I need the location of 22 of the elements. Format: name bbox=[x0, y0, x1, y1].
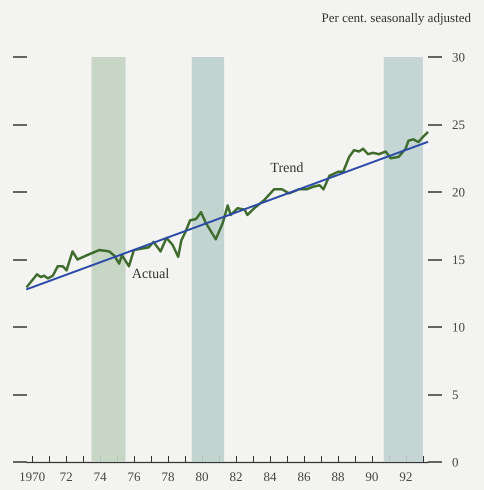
y-tick-label: 5 bbox=[452, 387, 458, 402]
y-tick-label: 30 bbox=[452, 50, 465, 64]
y-tick-label: 20 bbox=[452, 184, 465, 200]
x-tick-label: 86 bbox=[297, 469, 311, 484]
y-tick-label: 10 bbox=[452, 320, 465, 334]
x-tick-label: 74 bbox=[94, 469, 108, 484]
x-tick-label: 76 bbox=[128, 469, 142, 484]
x-tick-label: 80 bbox=[196, 469, 209, 484]
x-tick-label: 1970 bbox=[19, 469, 46, 484]
y-tick-label: 0 bbox=[452, 454, 458, 470]
x-tick-label: 84 bbox=[263, 469, 277, 484]
x-tick-label: 92 bbox=[399, 469, 412, 484]
x-tick-label: 88 bbox=[331, 469, 344, 484]
x-tick-label: 82 bbox=[229, 469, 242, 484]
y-tick-label: 15 bbox=[452, 252, 465, 267]
y-axis-title: Per cent. seasonally adjusted bbox=[322, 10, 472, 25]
series-label: Actual bbox=[132, 266, 170, 282]
y-tick-label: 25 bbox=[452, 117, 465, 132]
x-tick-label: 90 bbox=[365, 469, 378, 484]
x-tick-label: 78 bbox=[162, 469, 175, 484]
x-tick-label: 72 bbox=[60, 469, 73, 484]
series-label: Trend bbox=[270, 160, 304, 176]
